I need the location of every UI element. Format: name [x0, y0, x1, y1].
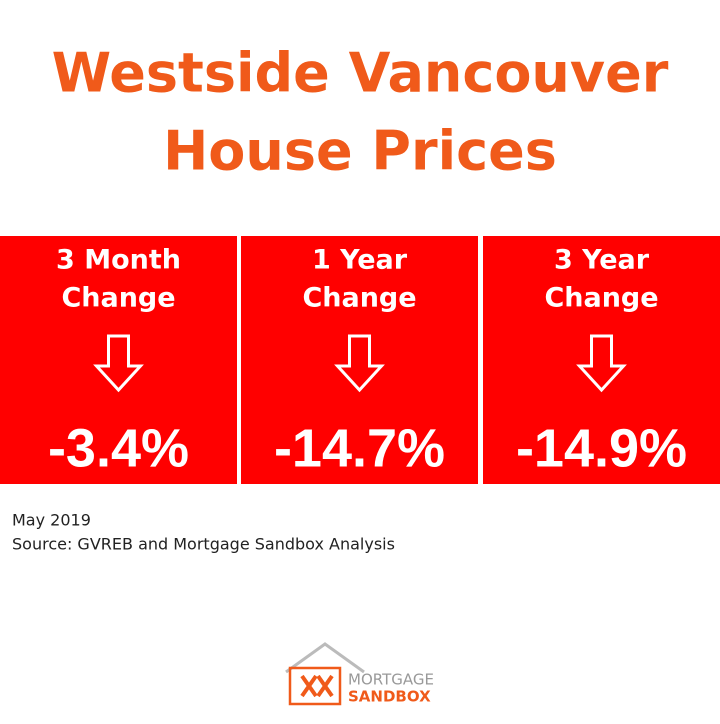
card-value: -14.9% — [516, 418, 687, 478]
logo-mark — [300, 674, 334, 698]
date-note: May 2019 — [12, 511, 91, 530]
down-arrow — [334, 334, 385, 393]
source-note: Source: GVREB and Mortgage Sandbox Analy… — [12, 535, 395, 554]
logo-text: MORTGAGE — [348, 671, 434, 689]
card-label: Change — [302, 283, 416, 314]
card-label: 3 Month — [56, 245, 181, 276]
title-line: Westside Vancouver — [52, 42, 669, 105]
logo-box — [288, 666, 342, 706]
card — [0, 236, 237, 484]
title-line: House Prices — [163, 120, 557, 183]
down-arrow — [93, 334, 144, 393]
card-label: 3 Year — [554, 245, 650, 276]
card-label: Change — [61, 283, 175, 314]
card-label: 1 Year — [312, 245, 408, 276]
logo-roof — [285, 642, 365, 674]
card-label: Change — [544, 283, 658, 314]
logo: MORTGAGE SANDBOX — [285, 642, 434, 706]
cards: 3 Month Change -3.4% 1 Year Change -14.7% 3 Ye… — [0, 236, 720, 484]
card — [483, 236, 720, 484]
card-value: -3.4% — [48, 418, 189, 478]
card — [241, 236, 478, 484]
logo-text: SANDBOX — [348, 688, 431, 706]
card-value: -14.7% — [274, 418, 445, 478]
down-arrow — [576, 334, 627, 393]
